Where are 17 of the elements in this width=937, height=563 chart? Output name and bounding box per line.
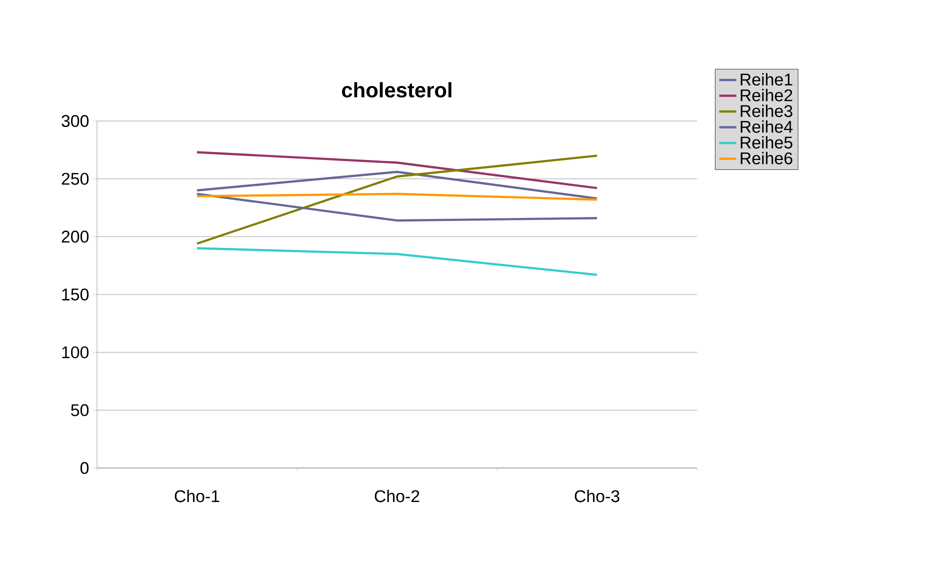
x-tick-label: Cho-2 xyxy=(374,490,420,502)
x-tick-label: Cho-3 xyxy=(574,490,620,502)
y-tick-label: 0 xyxy=(80,462,89,474)
legend-label: Reihe4 xyxy=(740,120,793,133)
y-tick-label: 200 xyxy=(62,230,89,243)
legend-label: Reihe3 xyxy=(740,104,792,118)
legend-label: Reihe1 xyxy=(740,73,792,86)
x-tick-label: Cho-1 xyxy=(174,490,220,502)
y-tick-label: 300 xyxy=(62,115,89,127)
y-tick-label: 150 xyxy=(62,288,89,300)
y-tick-label: 250 xyxy=(62,172,89,185)
chart-title: cholesterol xyxy=(342,82,452,98)
legend-label: Reihe5 xyxy=(740,136,792,149)
legend-label: Reihe2 xyxy=(740,88,792,102)
y-tick-label: 100 xyxy=(62,346,89,358)
legend-label: Reihe6 xyxy=(740,152,792,164)
y-tick-label: 50 xyxy=(71,404,89,416)
